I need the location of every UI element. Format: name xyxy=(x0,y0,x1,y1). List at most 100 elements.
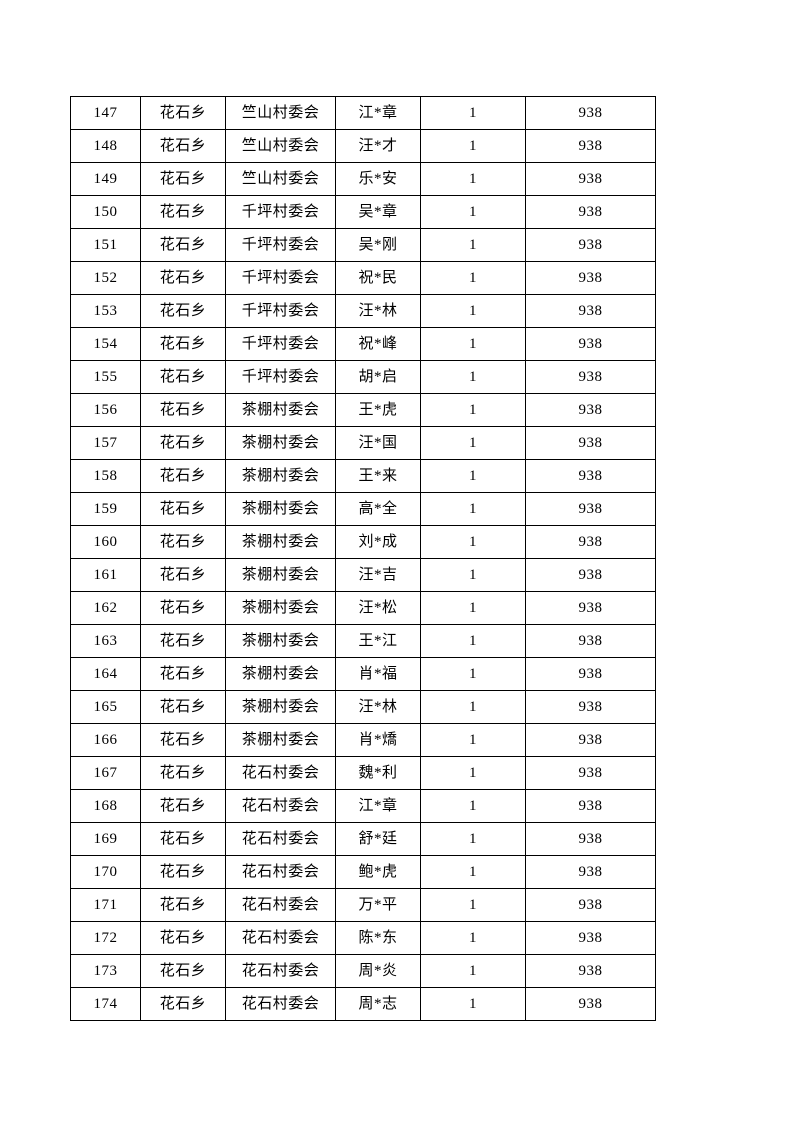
cell-serial-number: 150 xyxy=(70,195,141,229)
cell-person-name: 肖*燆 xyxy=(335,723,421,757)
cell-quantity: 1 xyxy=(420,987,526,1021)
table-row: 167 花石乡 花石村委会 魏*利 1 938 xyxy=(70,756,656,790)
cell-person-name: 江*章 xyxy=(335,789,421,823)
cell-serial-number: 154 xyxy=(70,327,141,361)
cell-serial-number: 170 xyxy=(70,855,141,889)
cell-amount: 938 xyxy=(525,327,656,361)
cell-serial-number: 149 xyxy=(70,162,141,196)
table-row: 165 花石乡 茶棚村委会 汪*林 1 938 xyxy=(70,690,656,724)
cell-township: 花石乡 xyxy=(140,492,226,526)
cell-person-name: 陈*东 xyxy=(335,921,421,955)
table-row: 170 花石乡 花石村委会 鲍*虎 1 938 xyxy=(70,855,656,889)
cell-amount: 938 xyxy=(525,657,656,691)
cell-village-committee: 茶棚村委会 xyxy=(225,492,336,526)
cell-quantity: 1 xyxy=(420,393,526,427)
cell-township: 花石乡 xyxy=(140,327,226,361)
cell-township: 花石乡 xyxy=(140,558,226,592)
cell-person-name: 万*平 xyxy=(335,888,421,922)
cell-village-committee: 茶棚村委会 xyxy=(225,657,336,691)
cell-amount: 938 xyxy=(525,789,656,823)
cell-serial-number: 164 xyxy=(70,657,141,691)
cell-quantity: 1 xyxy=(420,360,526,394)
cell-township: 花石乡 xyxy=(140,360,226,394)
cell-village-committee: 茶棚村委会 xyxy=(225,591,336,625)
cell-quantity: 1 xyxy=(420,525,526,559)
roster-table-container: 147 花石乡 竺山村委会 江*章 1 938 148 花石乡 竺山村委会 汪*才 1 938 149 花… xyxy=(70,96,656,1021)
table-row: 154 花石乡 千坪村委会 祝*峰 1 938 xyxy=(70,327,656,361)
cell-amount: 938 xyxy=(525,294,656,328)
cell-village-committee: 花石村委会 xyxy=(225,954,336,988)
cell-serial-number: 161 xyxy=(70,558,141,592)
cell-serial-number: 159 xyxy=(70,492,141,526)
cell-serial-number: 152 xyxy=(70,261,141,295)
cell-serial-number: 153 xyxy=(70,294,141,328)
cell-quantity: 1 xyxy=(420,261,526,295)
cell-amount: 938 xyxy=(525,888,656,922)
cell-serial-number: 172 xyxy=(70,921,141,955)
cell-quantity: 1 xyxy=(420,822,526,856)
cell-serial-number: 165 xyxy=(70,690,141,724)
cell-quantity: 1 xyxy=(420,657,526,691)
table-row: 169 花石乡 花石村委会 舒*廷 1 938 xyxy=(70,822,656,856)
cell-amount: 938 xyxy=(525,855,656,889)
cell-person-name: 王*虎 xyxy=(335,393,421,427)
cell-amount: 938 xyxy=(525,525,656,559)
cell-serial-number: 166 xyxy=(70,723,141,757)
cell-amount: 938 xyxy=(525,96,656,130)
table-row: 160 花石乡 茶棚村委会 刘*成 1 938 xyxy=(70,525,656,559)
cell-village-committee: 花石村委会 xyxy=(225,756,336,790)
cell-township: 花石乡 xyxy=(140,426,226,460)
cell-serial-number: 168 xyxy=(70,789,141,823)
cell-amount: 938 xyxy=(525,228,656,262)
table-row: 153 花石乡 千坪村委会 汪*林 1 938 xyxy=(70,294,656,328)
cell-village-committee: 茶棚村委会 xyxy=(225,723,336,757)
cell-quantity: 1 xyxy=(420,624,526,658)
cell-person-name: 汪*林 xyxy=(335,294,421,328)
cell-serial-number: 156 xyxy=(70,393,141,427)
cell-person-name: 周*炎 xyxy=(335,954,421,988)
table-row: 149 花石乡 竺山村委会 乐*安 1 938 xyxy=(70,162,656,196)
cell-amount: 938 xyxy=(525,426,656,460)
table-row: 150 花石乡 千坪村委会 吴*章 1 938 xyxy=(70,195,656,229)
cell-quantity: 1 xyxy=(420,591,526,625)
cell-quantity: 1 xyxy=(420,327,526,361)
cell-township: 花石乡 xyxy=(140,228,226,262)
cell-township: 花石乡 xyxy=(140,690,226,724)
cell-person-name: 汪*吉 xyxy=(335,558,421,592)
cell-quantity: 1 xyxy=(420,921,526,955)
cell-village-committee: 茶棚村委会 xyxy=(225,426,336,460)
cell-person-name: 刘*成 xyxy=(335,525,421,559)
cell-village-committee: 千坪村委会 xyxy=(225,360,336,394)
cell-amount: 938 xyxy=(525,690,656,724)
cell-person-name: 鲍*虎 xyxy=(335,855,421,889)
table-row: 161 花石乡 茶棚村委会 汪*吉 1 938 xyxy=(70,558,656,592)
cell-amount: 938 xyxy=(525,492,656,526)
cell-village-committee: 茶棚村委会 xyxy=(225,558,336,592)
cell-quantity: 1 xyxy=(420,228,526,262)
cell-township: 花石乡 xyxy=(140,393,226,427)
cell-serial-number: 167 xyxy=(70,756,141,790)
cell-village-committee: 千坪村委会 xyxy=(225,195,336,229)
cell-township: 花石乡 xyxy=(140,921,226,955)
table-row: 159 花石乡 茶棚村委会 高*全 1 938 xyxy=(70,492,656,526)
cell-serial-number: 151 xyxy=(70,228,141,262)
cell-quantity: 1 xyxy=(420,492,526,526)
cell-amount: 938 xyxy=(525,129,656,163)
cell-township: 花石乡 xyxy=(140,525,226,559)
cell-person-name: 吴*刚 xyxy=(335,228,421,262)
cell-township: 花石乡 xyxy=(140,591,226,625)
table-row: 171 花石乡 花石村委会 万*平 1 938 xyxy=(70,888,656,922)
cell-quantity: 1 xyxy=(420,96,526,130)
cell-person-name: 汪*国 xyxy=(335,426,421,460)
cell-person-name: 乐*安 xyxy=(335,162,421,196)
cell-township: 花石乡 xyxy=(140,624,226,658)
cell-amount: 938 xyxy=(525,261,656,295)
cell-amount: 938 xyxy=(525,624,656,658)
cell-person-name: 汪*才 xyxy=(335,129,421,163)
cell-amount: 938 xyxy=(525,987,656,1021)
cell-amount: 938 xyxy=(525,756,656,790)
cell-township: 花石乡 xyxy=(140,459,226,493)
cell-township: 花石乡 xyxy=(140,888,226,922)
cell-amount: 938 xyxy=(525,591,656,625)
